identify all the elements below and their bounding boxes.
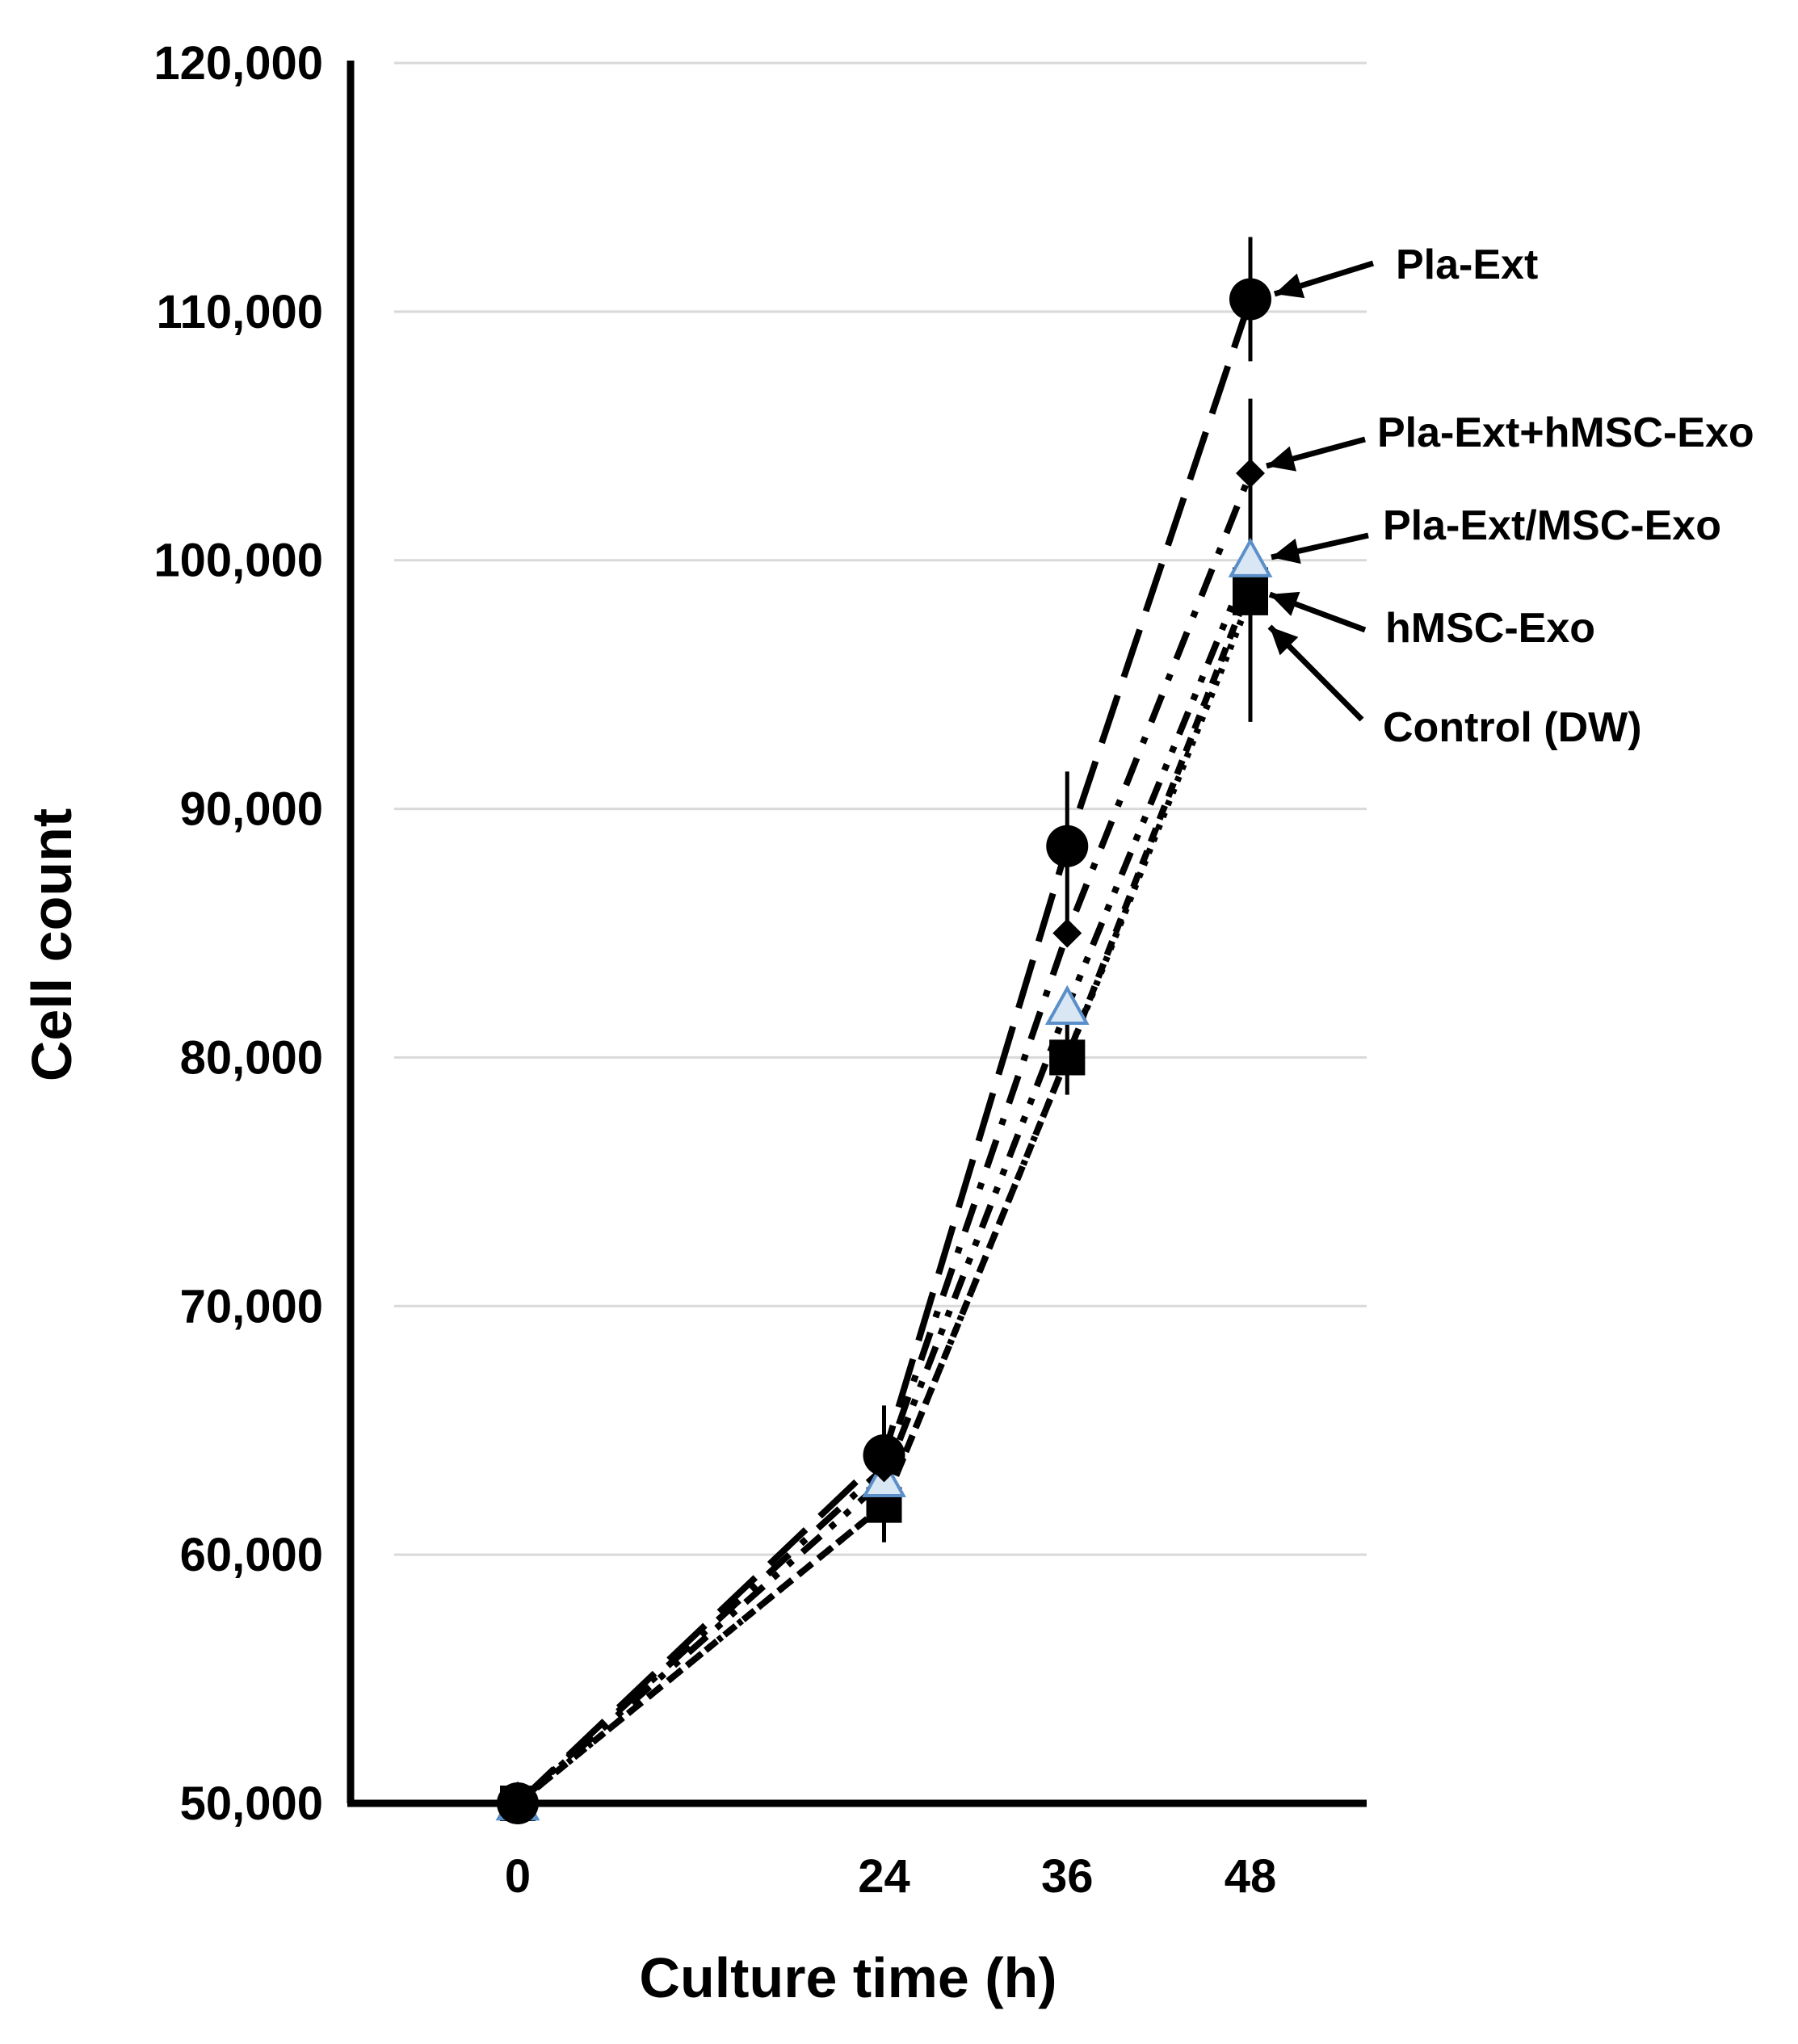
x-tick-label: 0	[505, 1850, 531, 1903]
series-labels: Pla-Ext Pla-Ext+hMSC-Exo Pla-Ext/MSC-Exo hM…	[1266, 241, 1754, 751]
x-tick-label: 48	[1225, 1850, 1277, 1903]
y-tick-label: 80,000	[180, 1031, 323, 1084]
label-arrow-head	[1270, 627, 1299, 656]
x-tick-label: 24	[858, 1850, 910, 1903]
label-arrow-head	[1267, 446, 1296, 472]
y-axis-title: Cell count	[20, 808, 83, 1081]
label-arrow-head	[1275, 273, 1305, 299]
data-point-square	[1049, 1039, 1086, 1076]
data-point-triangle	[1228, 537, 1273, 577]
series-line	[515, 472, 1254, 1806]
y-tick-label: 100,000	[153, 535, 323, 587]
y-tick-labels: 50,000 60,000 70,000 80,000 90,000 100,000 110…	[153, 37, 323, 1830]
y-tick-label: 110,000	[157, 286, 323, 338]
series-label: Control (DW)	[1383, 704, 1642, 751]
series-line	[515, 584, 1254, 1807]
data-point-circle	[1229, 278, 1271, 321]
data-point-diamond	[1236, 458, 1265, 488]
gridlines	[394, 61, 1367, 1556]
series-label: hMSC-Exo	[1385, 605, 1595, 652]
series-label: Pla-Ext	[1396, 241, 1538, 288]
series-line	[515, 596, 1254, 1807]
y-tick-label: 50,000	[180, 1777, 323, 1830]
series-line	[515, 298, 1254, 1806]
series-line	[515, 559, 1254, 1806]
series-label: Pla-Ext+hMSC-Exo	[1377, 409, 1754, 456]
series-layer	[495, 237, 1273, 1824]
y-tick-label: 70,000	[180, 1280, 323, 1333]
label-arrow-head	[1271, 538, 1301, 565]
data-point-triangle	[1044, 984, 1090, 1026]
y-tick-label: 90,000	[180, 783, 323, 836]
x-tick-labels: 0 24 36 48	[505, 1850, 1276, 1903]
data-point-circle	[1046, 825, 1089, 867]
y-tick-label: 120,000	[153, 37, 323, 90]
x-tick-label: 36	[1041, 1850, 1094, 1903]
y-tick-label: 60,000	[180, 1529, 323, 1581]
data-point-diamond	[1052, 918, 1082, 948]
series-label: Pla-Ext/MSC-Exo	[1383, 502, 1721, 549]
x-axis-title: Culture time (h)	[639, 1946, 1057, 2009]
data-point-circle	[863, 1434, 905, 1476]
label-arrow-head	[1270, 591, 1300, 616]
